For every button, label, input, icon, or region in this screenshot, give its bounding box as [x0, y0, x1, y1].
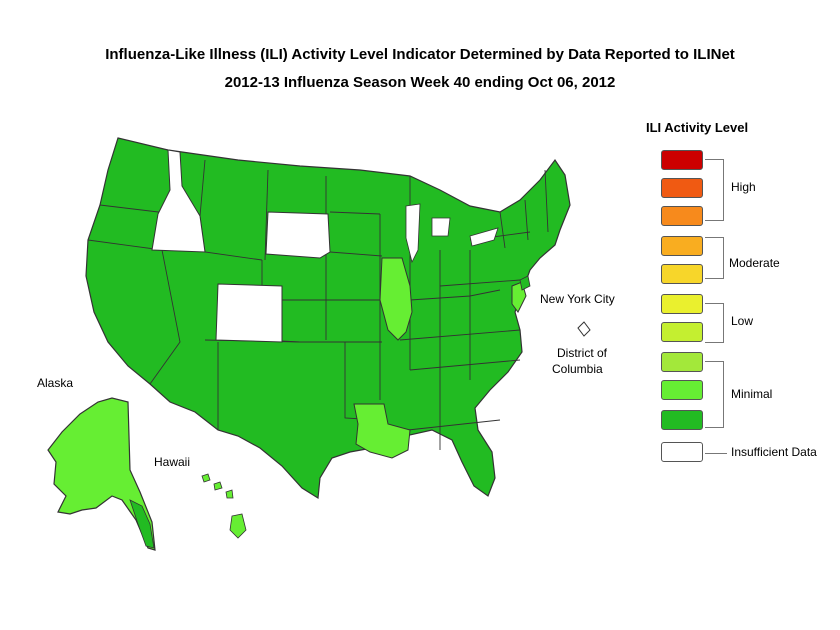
legend-swatch [661, 178, 703, 198]
state-illinois [379, 257, 413, 341]
legend-swatch [661, 236, 703, 256]
legend-swatch [661, 442, 703, 462]
state-hawaii [201, 473, 247, 539]
legend-swatch [661, 206, 703, 226]
bracket-moderate [705, 237, 724, 279]
dc-outline [577, 321, 591, 337]
state-south-dakota [265, 211, 331, 259]
bracket-high [705, 159, 724, 221]
label-alaska: Alaska [37, 376, 74, 390]
label-dc-line1: District of [557, 346, 608, 360]
legend-label-moderate: Moderate [729, 256, 780, 270]
insufficient-connector [705, 453, 727, 454]
state-louisiana [353, 403, 411, 459]
legend-label-high: High [731, 180, 756, 194]
legend-label-low: Low [731, 314, 754, 328]
state-idaho [151, 149, 206, 253]
legend-swatch [661, 380, 703, 400]
label-dc-line2: Columbia [552, 362, 603, 376]
legend-label-insufficient: Insufficient Data [731, 445, 817, 459]
state-colorado [215, 283, 283, 343]
great-lakes [405, 203, 499, 264]
label-new-york-city: New York City [540, 292, 615, 306]
legend-swatch [661, 150, 703, 170]
bracket-minimal [705, 361, 724, 428]
legend-swatch [661, 410, 703, 430]
bracket-low [705, 303, 724, 343]
label-hawaii: Hawaii [154, 455, 191, 469]
nyc-region [519, 275, 531, 291]
title-line-2: 2012-13 Influenza Season Week 40 ending … [224, 74, 616, 91]
title-line-1: Influenza-Like Illness (ILI) Activity Le… [105, 46, 735, 63]
state-alaska [47, 397, 156, 551]
contiguous-us [85, 137, 571, 500]
legend-swatch [661, 294, 703, 314]
legend-title: ILI Activity Level [646, 120, 749, 135]
legend-swatch [661, 352, 703, 372]
legend-swatch [661, 322, 703, 342]
alaska-panhandle [129, 499, 155, 549]
legend-swatch [661, 264, 703, 284]
legend-label-minimal: Minimal [731, 387, 773, 401]
